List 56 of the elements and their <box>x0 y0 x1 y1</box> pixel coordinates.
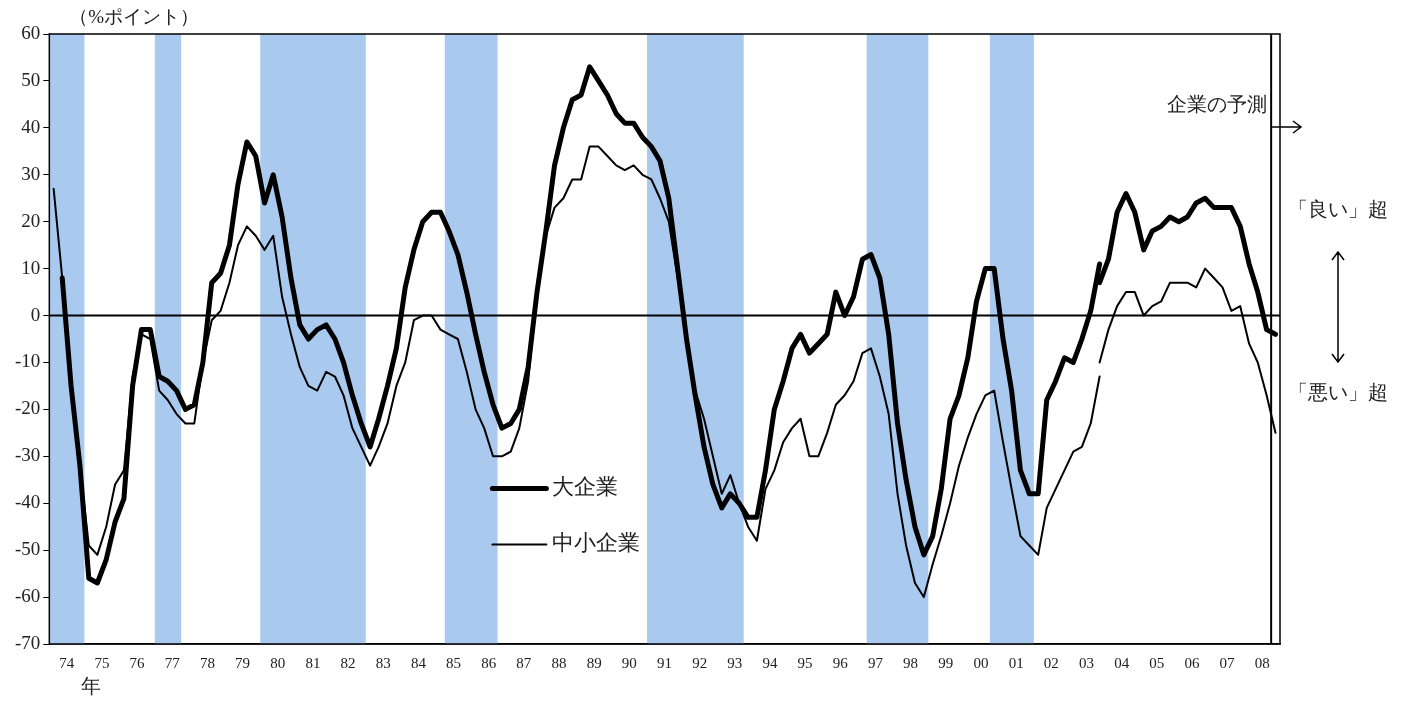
legend-label: 中小企業 <box>552 530 641 556</box>
y-axis-title: （%ポイント） <box>69 5 200 27</box>
x-tick-label: 96 <box>832 654 849 671</box>
x-tick-label: 08 <box>1254 654 1270 671</box>
x-tick-label: 88 <box>551 654 567 671</box>
y-tick-label: -50 <box>15 538 41 560</box>
text: 年 <box>80 675 101 698</box>
x-tick-label: 86 <box>481 654 497 671</box>
x-tick-label: 07 <box>1219 654 1236 671</box>
x-tick-label: 76 <box>129 654 146 671</box>
x-tick-label: 81 <box>305 654 321 671</box>
x-tick-label: 89 <box>586 654 602 671</box>
legend-label: 大企業 <box>552 474 619 500</box>
x-tick-label: 78 <box>199 654 215 671</box>
y-tick-label: -60 <box>15 585 41 607</box>
x-tick-label: 94 <box>762 654 778 671</box>
y-tick-label: 10 <box>21 256 41 278</box>
y-tick-label: -10 <box>15 350 41 372</box>
x-tick-label: 79 <box>235 654 251 671</box>
x-tick-label: 84 <box>410 654 427 671</box>
x-tick-label: 83 <box>375 654 391 671</box>
x-tick-label: 75 <box>94 654 110 671</box>
y-tick-label: 20 <box>21 209 41 231</box>
x-tick-label: 95 <box>797 654 813 671</box>
x-tick-label: 98 <box>903 654 919 671</box>
x-tick-label: 00 <box>973 654 989 671</box>
x-tick-label: 92 <box>692 654 708 671</box>
y-tick-label: 50 <box>21 68 41 90</box>
x-tick-label: 03 <box>1078 654 1094 671</box>
text: 「良い」超 <box>1288 198 1388 221</box>
x-tick-label: 05 <box>1149 654 1165 671</box>
x-tick-label: 04 <box>1114 654 1130 671</box>
x-tick-label: 80 <box>270 654 286 671</box>
x-tick-label: 99 <box>938 654 954 671</box>
y-tick-label: -40 <box>15 491 41 513</box>
x-tick-label: 90 <box>621 654 637 671</box>
y-tick-label: -20 <box>15 397 41 419</box>
y-tick-label: -30 <box>15 444 41 466</box>
x-tick-label: 91 <box>656 654 672 671</box>
x-tick-label: 85 <box>446 654 462 671</box>
y-tick-label: 30 <box>21 162 41 184</box>
x-tick-label: 02 <box>1043 654 1059 671</box>
x-tick-label: 01 <box>1008 654 1024 671</box>
y-tick-label: -70 <box>15 631 41 653</box>
x-tick-label: 93 <box>727 654 743 671</box>
x-tick-label: 87 <box>516 654 532 671</box>
ref-line-label: 企業の予測 <box>1167 92 1268 115</box>
y-tick-label: 0 <box>30 303 41 325</box>
text: 「悪い」超 <box>1288 381 1388 404</box>
y-tick-label: 60 <box>21 21 41 43</box>
y-tick-label: 40 <box>21 115 41 137</box>
x-tick-label: 97 <box>867 654 884 671</box>
x-tick-label: 06 <box>1184 654 1200 671</box>
x-tick-label: 77 <box>164 654 181 671</box>
x-tick-label: 82 <box>340 654 356 671</box>
x-tick-label: 74 <box>59 654 75 671</box>
